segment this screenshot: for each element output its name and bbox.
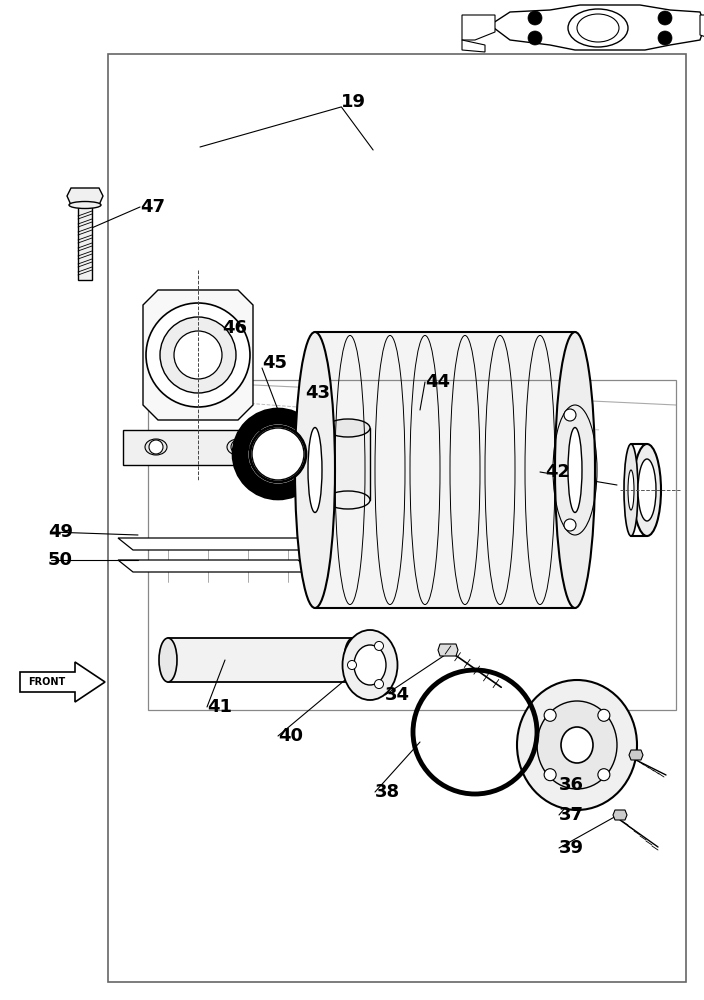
Ellipse shape (555, 332, 595, 608)
Circle shape (598, 769, 610, 781)
Polygon shape (67, 188, 103, 205)
Circle shape (544, 769, 556, 781)
Ellipse shape (326, 419, 370, 437)
Text: 19: 19 (341, 93, 366, 111)
Text: 41: 41 (207, 698, 232, 716)
Text: 34: 34 (385, 686, 410, 704)
Circle shape (375, 641, 384, 650)
Ellipse shape (568, 428, 582, 512)
Ellipse shape (537, 701, 617, 789)
Ellipse shape (308, 428, 322, 512)
Ellipse shape (227, 439, 249, 455)
Bar (315, 332, 575, 608)
Polygon shape (118, 538, 313, 550)
Text: 44: 44 (425, 373, 450, 391)
Circle shape (528, 31, 542, 45)
Polygon shape (326, 428, 370, 500)
Bar (78, 204, 92, 280)
Polygon shape (462, 40, 485, 52)
Text: 49: 49 (48, 523, 73, 541)
Circle shape (174, 331, 222, 379)
Ellipse shape (517, 680, 637, 810)
Circle shape (375, 680, 384, 689)
Text: 38: 38 (375, 783, 400, 801)
Circle shape (528, 11, 542, 25)
Ellipse shape (295, 332, 335, 608)
Circle shape (160, 317, 236, 393)
Circle shape (231, 440, 245, 454)
Polygon shape (462, 15, 495, 40)
Text: FRONT: FRONT (28, 677, 65, 687)
Ellipse shape (69, 202, 101, 209)
Text: 50: 50 (48, 551, 73, 569)
Text: 47: 47 (140, 198, 165, 216)
Text: 46: 46 (222, 319, 247, 337)
Bar (148, 380, 676, 710)
Circle shape (564, 519, 576, 531)
Circle shape (348, 643, 358, 653)
Polygon shape (629, 750, 643, 760)
Ellipse shape (568, 9, 628, 47)
Text: 43: 43 (305, 384, 330, 402)
Ellipse shape (159, 638, 177, 682)
Ellipse shape (638, 459, 656, 521)
Circle shape (348, 667, 358, 677)
Polygon shape (438, 644, 458, 656)
Circle shape (544, 709, 556, 721)
Ellipse shape (628, 470, 634, 510)
Circle shape (146, 303, 250, 407)
Ellipse shape (343, 630, 398, 700)
Ellipse shape (344, 638, 362, 682)
Polygon shape (613, 810, 627, 820)
Ellipse shape (145, 439, 167, 455)
Text: 42: 42 (545, 463, 570, 481)
Ellipse shape (354, 645, 386, 685)
Text: 45: 45 (262, 354, 287, 372)
Polygon shape (118, 560, 313, 572)
Polygon shape (123, 430, 268, 465)
Ellipse shape (250, 426, 306, 482)
Ellipse shape (326, 491, 370, 509)
Polygon shape (20, 662, 105, 702)
Circle shape (564, 409, 576, 421)
Ellipse shape (561, 727, 593, 763)
Circle shape (658, 31, 672, 45)
Ellipse shape (577, 14, 619, 42)
Circle shape (658, 11, 672, 25)
Ellipse shape (624, 444, 638, 536)
Text: 37: 37 (559, 806, 584, 824)
Polygon shape (700, 15, 704, 40)
Bar (168, 638, 353, 682)
Polygon shape (490, 5, 704, 50)
Ellipse shape (633, 444, 661, 536)
Text: 39: 39 (559, 839, 584, 857)
Text: 36: 36 (559, 776, 584, 794)
Text: 40: 40 (278, 727, 303, 745)
Polygon shape (143, 290, 253, 420)
Bar (108, 54, 686, 982)
Circle shape (348, 660, 356, 670)
Circle shape (598, 709, 610, 721)
Circle shape (149, 440, 163, 454)
